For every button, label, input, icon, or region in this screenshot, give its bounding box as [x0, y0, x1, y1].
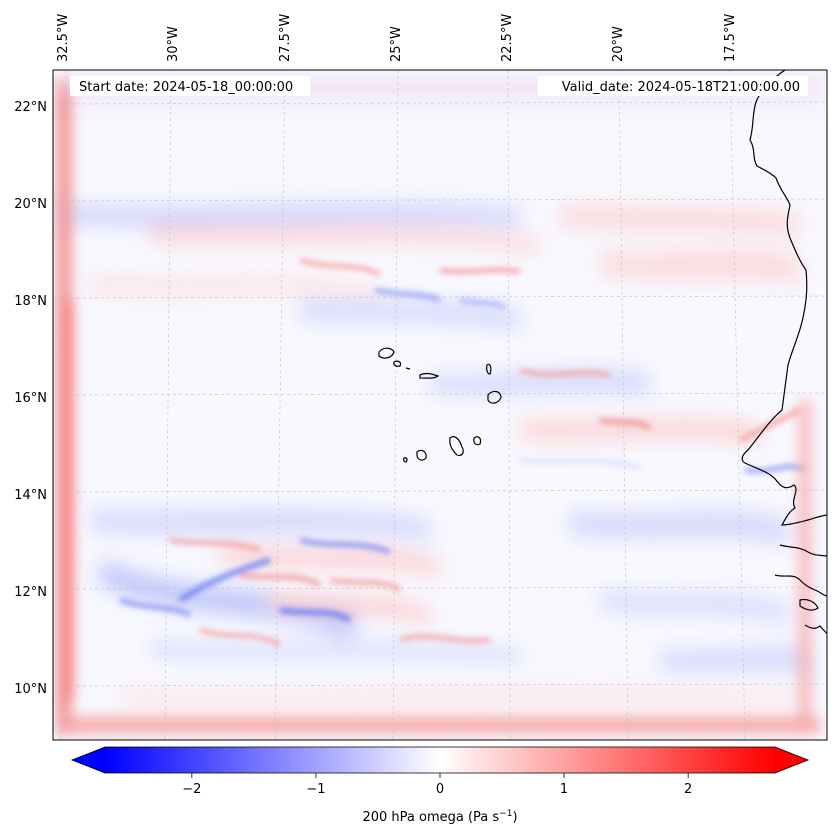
lat-label-18n: 18°N: [14, 294, 47, 309]
longitude-labels: 32.5°W 30°W 27.5°W 25°W 22.5°W 20°W 17.5…: [56, 14, 738, 62]
colorbar: −2 −1 0 1 2 200 hPa omega (Pa s−1): [70, 746, 810, 825]
valid-date-label: Valid_date: 2024-05-18T21:00:00.00: [562, 80, 800, 95]
colorbar-extend-min: [72, 747, 105, 773]
island-santa-luzia: [405, 367, 411, 370]
colorbar-ticks: −2 −1 0 1 2: [182, 773, 692, 797]
coastlines: [378, 70, 827, 635]
valid-date-box: [538, 76, 808, 96]
guinea-coastline: [804, 624, 827, 635]
colorbar-outline: [70, 746, 810, 774]
colorbar-tick-label: 1: [560, 782, 568, 797]
lon-label-30w: 30°W: [166, 26, 181, 62]
lat-label-14n: 14°N: [14, 488, 47, 503]
lat-label-12n: 12°N: [14, 585, 47, 600]
colorbar-body: [105, 747, 775, 773]
latitude-labels: 22°N 20°N 18°N 16°N 14°N 12°N 10°N: [14, 100, 47, 697]
lon-label-20w: 20°W: [611, 26, 626, 62]
colorbar-extend-max: [775, 747, 808, 773]
lon-label-27-5w: 27.5°W: [278, 14, 293, 62]
start-date-label: Start date: 2024-05-18_00:00:00: [79, 80, 293, 95]
lon-label-32-5w: 32.5°W: [56, 14, 71, 62]
graticule: [53, 70, 827, 740]
guinea-bissau-coastline: [774, 574, 827, 597]
lat-label-22n: 22°N: [14, 100, 47, 115]
island-brava: [403, 457, 408, 463]
bijagos-islands: [799, 598, 819, 611]
island-sal: [486, 363, 492, 375]
colorbar-tick-label: −1: [306, 782, 325, 797]
island-sao-vicente: [393, 360, 402, 367]
colorbar-label: 200 hPa omega (Pa s−1): [362, 809, 517, 825]
island-fogo: [416, 449, 427, 461]
island-santo-antao: [378, 347, 395, 359]
lat-label-20n: 20°N: [14, 197, 47, 212]
start-date-box: [70, 76, 310, 96]
map-frame: [52, 69, 828, 741]
lat-label-16n: 16°N: [14, 391, 47, 406]
colorbar-tick-label: −2: [182, 782, 201, 797]
island-boa-vista: [487, 390, 502, 404]
island-santiago: [449, 436, 464, 457]
lon-label-17-5w: 17.5°W: [723, 14, 738, 62]
island-maio: [473, 436, 482, 446]
island-sao-nicolau: [419, 372, 440, 379]
lon-label-22-5w: 22.5°W: [500, 14, 515, 62]
map-background: [53, 70, 827, 740]
map-panel: Start date: 2024-05-18_00:00:00 Valid_da…: [52, 69, 828, 741]
lat-label-10n: 10°N: [14, 682, 47, 697]
africa-coastline: [741, 70, 827, 526]
colorbar-tick-label: 2: [684, 782, 692, 797]
lon-label-25w: 25°W: [389, 26, 404, 62]
gambia-coastline: [779, 544, 827, 557]
colorbar-tick-label: 0: [436, 782, 444, 797]
